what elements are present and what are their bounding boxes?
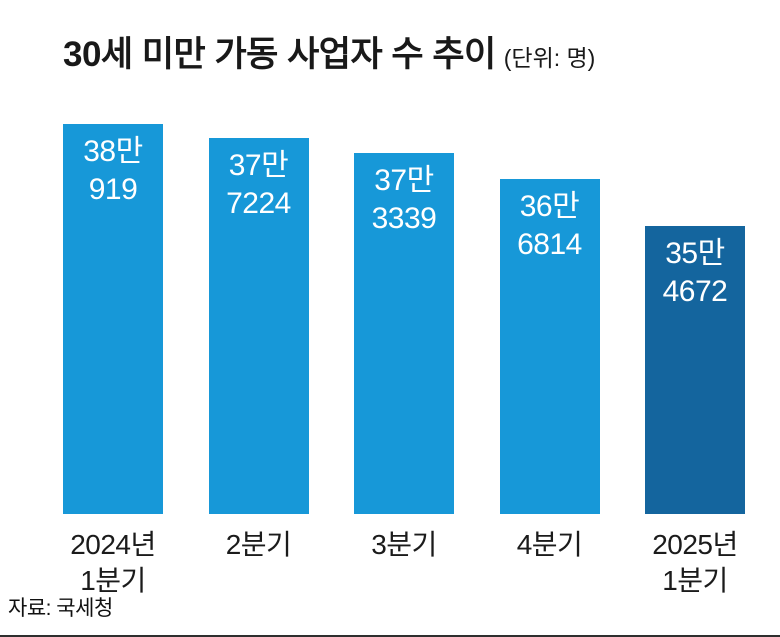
bottom-rule xyxy=(0,635,780,637)
source-label: 자료: 국세청 xyxy=(8,597,113,620)
bar-value-label: 37만 7224 xyxy=(226,149,291,220)
category-label: 4분기 xyxy=(516,529,583,560)
bar-column: 37만 3339 3분기 xyxy=(354,120,454,600)
category-label: 3분기 xyxy=(371,529,437,560)
bar-value-label: 36만 6814 xyxy=(517,190,582,261)
category-label: 2024년 1분기 xyxy=(70,529,156,597)
bar-slot: 37만 3339 xyxy=(354,120,454,514)
bar: 38만 919 xyxy=(63,124,163,514)
bar: 36만 6814 xyxy=(499,179,600,514)
chart-header: 30세 미만 가동 사업자 수 추이 (단위: 명) xyxy=(0,0,780,77)
bar-slot: 36만 6814 xyxy=(499,120,600,514)
bar-chart: 38만 919 2024년 1분기 37만 7224 2분기 37만 3339 3분기 36… xyxy=(0,120,780,600)
bar-slot: 35만 4672 xyxy=(645,120,745,514)
bar-value-label: 35만 4672 xyxy=(662,237,728,308)
bar-value-label: 38만 919 xyxy=(83,135,143,206)
bar-slot: 38만 919 xyxy=(63,120,163,514)
bar: 37만 3339 xyxy=(354,153,454,514)
bar-column: 37만 7224 2분기 xyxy=(208,120,309,600)
chart-title: 30세 미만 가동 사업자 수 추이 xyxy=(63,35,496,74)
bar: 37만 7224 xyxy=(208,138,309,514)
unit-label: (단위: 명) xyxy=(503,45,596,71)
bar-highlighted: 35만 4672 xyxy=(645,226,745,514)
bar-column: 38만 919 2024년 1분기 xyxy=(63,120,163,600)
category-label: 2분기 xyxy=(225,529,292,560)
bar-column: 35만 4672 2025년 1분기 xyxy=(645,120,745,600)
bar-column: 36만 6814 4분기 xyxy=(499,120,600,600)
bar-value-label: 37만 3339 xyxy=(371,164,437,235)
bar-slot: 37만 7224 xyxy=(208,120,309,514)
category-label: 2025년 1분기 xyxy=(652,529,738,597)
